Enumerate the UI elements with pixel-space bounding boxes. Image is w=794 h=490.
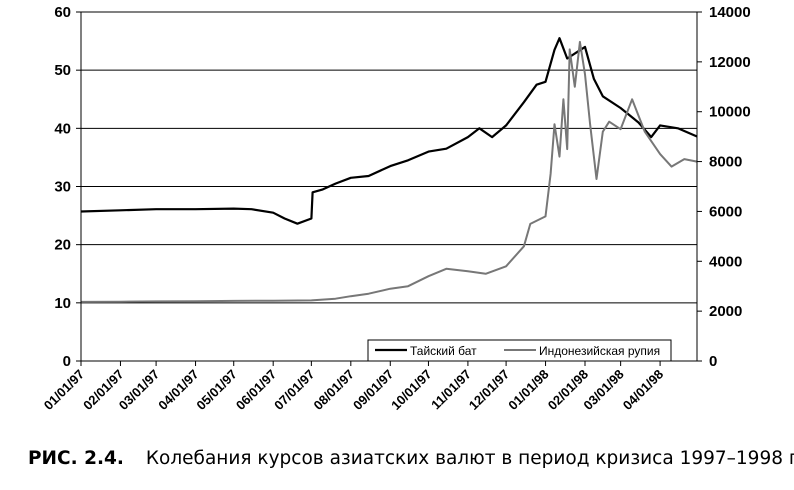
x-tick-label: 06/01/97 — [233, 367, 279, 413]
x-tick-label: 12/01/97 — [466, 367, 512, 413]
y-right-tick-label: 10000 — [709, 104, 751, 121]
y-left-tick-label: 50 — [54, 62, 71, 79]
series-indonesian-rupiah-line — [80, 40, 698, 303]
x-tick-label: 04/01/98 — [620, 367, 666, 413]
y-left-tick-label: 60 — [54, 4, 71, 21]
y-right-tick-label: 12000 — [709, 54, 751, 71]
x-tick-label: 09/01/97 — [350, 367, 396, 413]
caption-text: Колебания курсов азиатских валют в перио… — [145, 448, 794, 469]
y-left-tick-label: 20 — [54, 237, 71, 254]
y-right-tick-label: 4000 — [709, 253, 742, 270]
y-right-tick-label: 8000 — [709, 154, 742, 171]
y-right-tick-label: 14000 — [709, 4, 751, 21]
y-left-tick-label: 40 — [54, 120, 71, 137]
figure-number: РИС. 2.4. — [28, 448, 124, 469]
x-tick-label: 01/01/97 — [41, 367, 87, 413]
legend-label-thai-baht: Тайский бат — [410, 344, 477, 358]
x-tick-label: 10/01/97 — [388, 367, 434, 413]
y-left-tick-label: 30 — [54, 179, 71, 196]
figure-caption: РИС. 2.4. Колебания курсов азиатских валю… — [28, 448, 794, 469]
legend-label-indonesian-rupiah: Индонезийская рупия — [539, 344, 660, 358]
y-right-tick-label: 6000 — [709, 203, 742, 220]
x-tick-label: 11/01/97 — [428, 367, 474, 413]
x-tick-label: 01/01/98 — [505, 367, 551, 413]
gridlines — [81, 69, 697, 304]
x-tick-label: 08/01/97 — [311, 367, 357, 413]
x-axis: 01/01/9702/01/9703/01/9704/01/9705/01/97… — [41, 361, 666, 413]
left-y-axis: 0 10 20 30 40 50 60 — [54, 4, 81, 370]
x-tick-label: 04/01/97 — [155, 367, 201, 413]
right-y-axis: 0 2000 4000 6000 8000 10000 12000 14000 — [697, 4, 751, 370]
series-lines — [80, 37, 698, 303]
legend: Тайский бат Индонезийская рупия — [367, 339, 672, 362]
x-tick-label: 07/01/97 — [271, 367, 317, 413]
y-right-tick-label: 0 — [709, 353, 717, 370]
y-left-tick-label: 10 — [54, 295, 71, 312]
x-tick-label: 05/01/97 — [193, 367, 239, 413]
y-left-tick-label: 0 — [63, 353, 71, 370]
currency-chart: 0 10 20 30 40 50 60 0 2000 4000 6000 8000 10000 1200… — [41, 4, 751, 413]
y-right-tick-label: 2000 — [709, 303, 742, 320]
series-thai-baht-line — [80, 37, 698, 225]
